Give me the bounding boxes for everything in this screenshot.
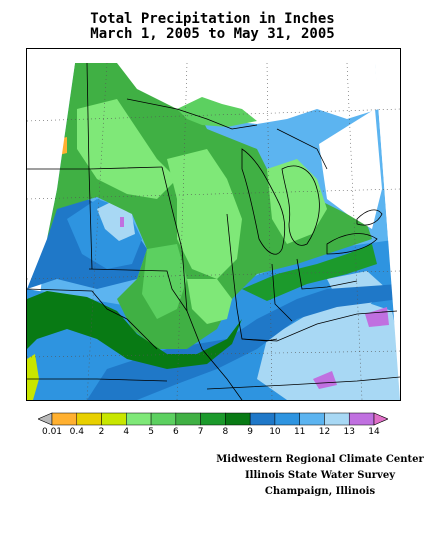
legend-swatch bbox=[274, 412, 300, 426]
legend-swatches bbox=[51, 412, 375, 426]
region-lightblue-se bbox=[257, 299, 400, 400]
region-lightgreen-mi bbox=[267, 159, 327, 244]
graticule bbox=[27, 62, 400, 400]
legend-swatch bbox=[126, 412, 152, 426]
precipitation-map bbox=[26, 48, 401, 401]
legend-tick-label: 10 bbox=[269, 427, 281, 437]
region-purple-west bbox=[120, 217, 124, 227]
map-subtitle: March 1, 2005 to May 31, 2005 bbox=[90, 26, 335, 42]
legend-tick-label: 2 bbox=[98, 427, 105, 437]
legend-bar bbox=[38, 412, 388, 426]
legend-tick-label: 0.01 bbox=[41, 427, 63, 437]
legend-swatch bbox=[249, 412, 276, 426]
credit-center: Midwestern Regional Climate Center bbox=[216, 454, 424, 465]
region-midgreen-center bbox=[142, 244, 187, 319]
legend-swatch bbox=[299, 412, 325, 426]
legend-swatch bbox=[51, 412, 78, 426]
legend-swatch bbox=[150, 412, 177, 426]
legend-swatch bbox=[225, 412, 251, 426]
legend-tick-label: 13 bbox=[343, 427, 355, 437]
legend-tick-label: 14 bbox=[368, 427, 380, 437]
legend-tick-label: 8 bbox=[222, 427, 229, 437]
legend-tick-label: 11 bbox=[293, 427, 306, 437]
legend-swatch bbox=[200, 412, 226, 426]
legend-swatch bbox=[348, 412, 375, 426]
region-green-up bbox=[177, 97, 257, 127]
ontario-blank bbox=[319, 109, 382, 229]
legend-tick-label: 6 bbox=[172, 427, 179, 437]
legend-tick-label: 9 bbox=[247, 427, 254, 437]
legend-tick-label: 7 bbox=[197, 427, 204, 437]
legend-arrow-left bbox=[38, 412, 53, 426]
legend-swatch bbox=[175, 412, 201, 426]
region-lightgreen-wi bbox=[167, 149, 242, 279]
region-yellow-sw bbox=[27, 354, 39, 400]
region-darkblue-band bbox=[87, 284, 400, 400]
legend-arrow-right bbox=[373, 412, 388, 426]
legend-tick-label: 5 bbox=[148, 427, 154, 437]
legend-swatch bbox=[76, 412, 102, 426]
region-lightgreen-il bbox=[187, 279, 232, 324]
legend-tick-label: 4 bbox=[123, 427, 130, 437]
credit-survey: Illinois State Water Survey bbox=[244, 470, 396, 481]
color-legend bbox=[38, 411, 388, 441]
region-darkgreen-band bbox=[27, 291, 242, 369]
legend-tick-label: 0.4 bbox=[69, 427, 84, 437]
boundaries bbox=[27, 62, 400, 400]
precipitation-map-svg bbox=[27, 49, 400, 400]
credit-location: Champaign, Illinois bbox=[264, 486, 376, 497]
region-darkgreen-se bbox=[242, 244, 377, 301]
legend-swatch bbox=[324, 412, 350, 426]
region-purple-south bbox=[313, 371, 337, 389]
legend-swatch bbox=[101, 412, 127, 426]
map-title: Total Precipitation in Inches bbox=[90, 11, 335, 27]
legend-tick-label: 12 bbox=[318, 427, 331, 437]
mask-right bbox=[375, 49, 400, 400]
mask-top bbox=[27, 49, 400, 63]
region-lightgreen-mn bbox=[77, 99, 177, 199]
